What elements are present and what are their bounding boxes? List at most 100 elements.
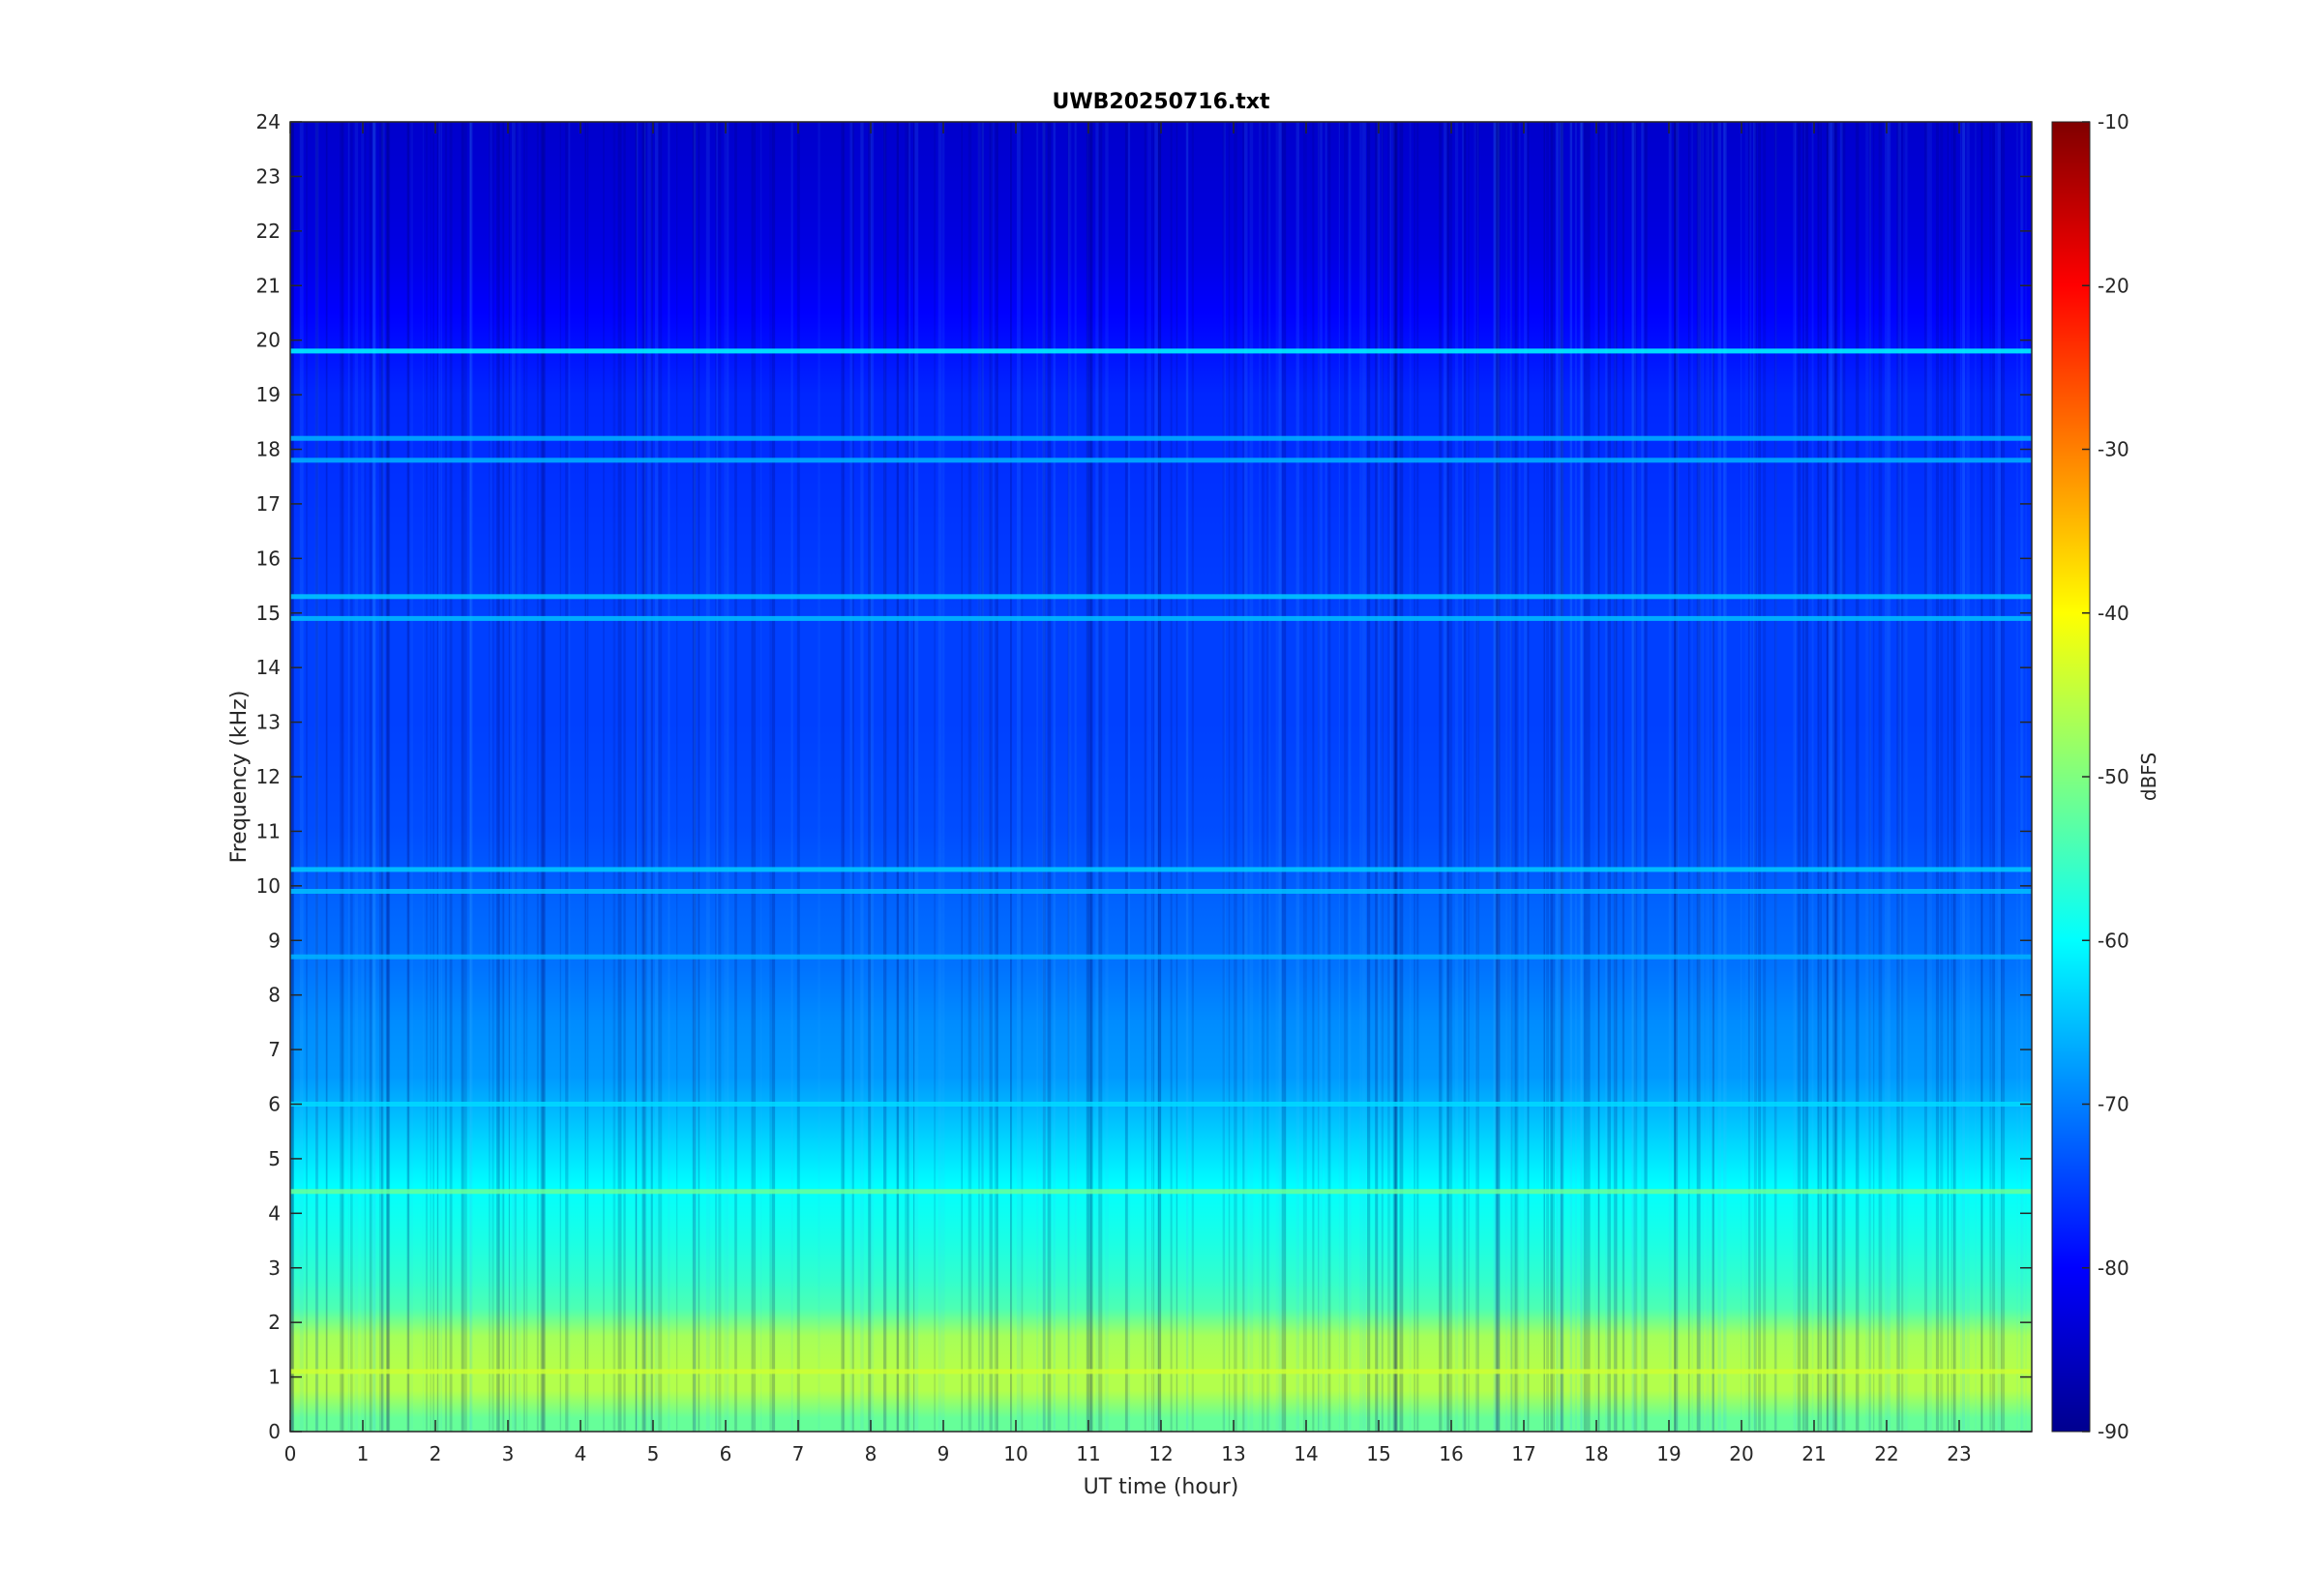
x-tick-label: 23 — [1947, 1442, 1971, 1465]
y-tick-label: 15 — [256, 602, 281, 625]
time-streak — [981, 122, 984, 1432]
x-tick-label: 8 — [865, 1442, 878, 1465]
time-streak — [1960, 122, 1962, 1432]
x-tick-label: 7 — [792, 1442, 805, 1465]
time-streak — [347, 122, 350, 1432]
time-streak — [1581, 122, 1584, 1432]
time-streak — [612, 122, 616, 1432]
time-streak — [1281, 122, 1286, 1432]
time-streak — [650, 122, 653, 1432]
time-streak — [1887, 122, 1891, 1432]
time-streak — [1947, 122, 1949, 1432]
time-streak — [1749, 122, 1752, 1432]
time-streak — [1674, 122, 1677, 1432]
time-streak — [1962, 122, 1966, 1432]
narrowband-line — [290, 1102, 2032, 1107]
time-streak — [461, 122, 464, 1432]
time-streak — [1614, 122, 1617, 1432]
time-streak — [514, 122, 517, 1432]
time-streak — [440, 122, 442, 1432]
time-streak — [754, 122, 756, 1432]
time-streak — [1509, 122, 1512, 1432]
time-streak — [568, 122, 571, 1432]
time-streak — [1579, 122, 1584, 1432]
time-streak — [1741, 122, 1742, 1432]
time-streak — [1348, 122, 1352, 1432]
time-streak — [871, 122, 875, 1432]
time-streak — [1010, 122, 1012, 1432]
y-tick-label: 24 — [256, 110, 281, 133]
time-streak — [1159, 122, 1161, 1432]
time-streak — [1498, 122, 1500, 1432]
time-streak — [1105, 122, 1109, 1432]
narrowband-line — [290, 867, 2032, 872]
time-streak — [1723, 122, 1726, 1432]
time-streak — [2016, 122, 2018, 1432]
time-streak — [1312, 122, 1315, 1432]
time-streak — [1462, 122, 1465, 1432]
colorbar-tick-label: -50 — [2098, 765, 2129, 788]
time-streak — [1702, 122, 1704, 1432]
time-streak — [1151, 122, 1153, 1432]
time-streak — [381, 122, 384, 1432]
time-streak — [1831, 122, 1834, 1432]
y-tick-label: 3 — [268, 1256, 281, 1280]
time-streak — [364, 122, 367, 1432]
time-streak — [869, 122, 873, 1432]
time-streak — [1302, 122, 1307, 1432]
time-streak — [818, 122, 820, 1432]
time-streak — [617, 122, 622, 1432]
time-streak — [760, 122, 762, 1432]
time-streak — [1675, 122, 1680, 1432]
colorbar-tick-label: -80 — [2098, 1256, 2129, 1280]
time-streak — [1560, 122, 1563, 1432]
time-streak — [432, 122, 434, 1432]
time-streak — [1185, 122, 1189, 1432]
time-streak — [1805, 122, 1809, 1432]
time-streak — [643, 122, 647, 1432]
time-streak — [1228, 122, 1231, 1432]
time-streak — [1475, 122, 1479, 1432]
time-streak — [1098, 122, 1103, 1432]
time-streak — [676, 122, 678, 1432]
colorbar-tick-label: -90 — [2098, 1420, 2129, 1443]
y-tick-label: 5 — [268, 1147, 281, 1170]
time-streak — [938, 122, 942, 1432]
time-streak — [1804, 122, 1806, 1432]
time-streak — [1047, 122, 1052, 1432]
time-streak — [1712, 122, 1714, 1432]
time-streak — [1935, 122, 1940, 1432]
time-streak — [1515, 122, 1519, 1432]
time-streak — [1855, 122, 1860, 1432]
time-streak — [1157, 122, 1159, 1432]
x-tick-label: 17 — [1511, 1442, 1535, 1465]
time-streak — [1674, 122, 1676, 1432]
time-streak — [1295, 122, 1299, 1432]
time-streak — [1441, 122, 1443, 1432]
colorbar-label: dBFS — [2137, 753, 2160, 801]
colorbar-tick-label: -40 — [2098, 602, 2129, 625]
narrowband-line — [290, 594, 2032, 600]
time-streak — [1905, 122, 1909, 1432]
y-tick-label: 4 — [268, 1201, 281, 1225]
time-streak — [1992, 122, 1996, 1432]
time-streak — [1042, 122, 1046, 1432]
time-streak — [1597, 122, 1599, 1432]
time-streak — [1087, 122, 1090, 1432]
time-streak — [905, 122, 908, 1432]
time-streak — [1774, 122, 1777, 1432]
time-streak — [1586, 122, 1591, 1432]
x-tick-label: 3 — [502, 1442, 515, 1465]
time-streak — [444, 122, 448, 1432]
time-streak — [796, 122, 800, 1432]
time-streak — [379, 122, 383, 1432]
time-streak — [769, 122, 773, 1432]
time-streak — [715, 122, 717, 1432]
time-streak — [1447, 122, 1451, 1432]
time-streak — [1463, 122, 1467, 1432]
time-streak — [1152, 122, 1155, 1432]
time-streak — [1036, 122, 1039, 1432]
time-streak — [913, 122, 915, 1432]
time-streak — [1569, 122, 1572, 1432]
time-streak — [469, 122, 473, 1432]
